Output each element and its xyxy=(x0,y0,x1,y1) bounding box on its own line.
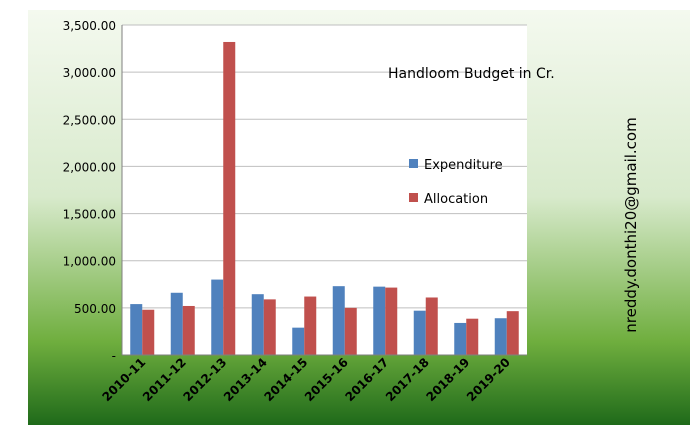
bar-expenditure-2017-18 xyxy=(413,310,426,355)
y-tick-label: - xyxy=(112,349,116,363)
legend-label-expenditure: Expenditure xyxy=(424,158,503,173)
y-tick-labels: - 500.00 1,000.00 1,500.00 2,000.00 2,500.00 3… xyxy=(63,19,116,363)
plot-area xyxy=(122,25,527,355)
bar-expenditure-2019-20 xyxy=(494,318,507,355)
bar-expenditure-2014-15 xyxy=(292,327,305,355)
legend: Expenditure Allocation xyxy=(409,158,503,207)
bar-allocation-2015-16 xyxy=(344,307,357,355)
chart-frame: - 500.00 1,000.00 1,500.00 2,000.00 2,500.00 3… xyxy=(28,10,690,425)
y-tick-label: 2,500.00 xyxy=(63,113,116,127)
bar-allocation-2016-17 xyxy=(385,287,398,355)
legend-swatch-allocation xyxy=(409,193,418,202)
bar-allocation-2011-12 xyxy=(182,305,195,355)
bar-expenditure-2011-12 xyxy=(170,292,183,355)
y-tick-label: 2,000.00 xyxy=(63,160,116,174)
y-tick-label: 500.00 xyxy=(74,302,116,316)
bar-allocation-2010-11 xyxy=(142,309,155,355)
bar-expenditure-2016-17 xyxy=(373,286,386,355)
bar-expenditure-2018-19 xyxy=(454,322,467,355)
bar-expenditure-2012-13 xyxy=(211,279,224,355)
y-tick-label: 3,000.00 xyxy=(63,66,116,80)
chart: - 500.00 1,000.00 1,500.00 2,000.00 2,500.00 3… xyxy=(28,10,690,425)
bar-allocation-2018-19 xyxy=(466,318,479,355)
chart-title: Handloom Budget in Cr. xyxy=(388,66,555,82)
bars xyxy=(130,41,519,355)
bar-allocation-2017-18 xyxy=(425,297,438,355)
y-tick-label: 3,500.00 xyxy=(63,19,116,33)
y-tick-label: 1,000.00 xyxy=(63,255,116,269)
bar-expenditure-2013-14 xyxy=(251,294,264,355)
watermark-email: nreddy.donthi20@gmail.com xyxy=(622,117,640,332)
bar-expenditure-2015-16 xyxy=(332,286,345,355)
bar-allocation-2019-20 xyxy=(506,311,519,355)
bar-allocation-2012-13 xyxy=(223,41,236,355)
legend-swatch-expenditure xyxy=(409,159,418,168)
y-tick-label: 1,500.00 xyxy=(63,208,116,222)
bar-expenditure-2010-11 xyxy=(130,304,143,355)
legend-label-allocation: Allocation xyxy=(424,192,488,207)
bar-allocation-2013-14 xyxy=(263,299,276,355)
bar-allocation-2014-15 xyxy=(304,296,317,355)
